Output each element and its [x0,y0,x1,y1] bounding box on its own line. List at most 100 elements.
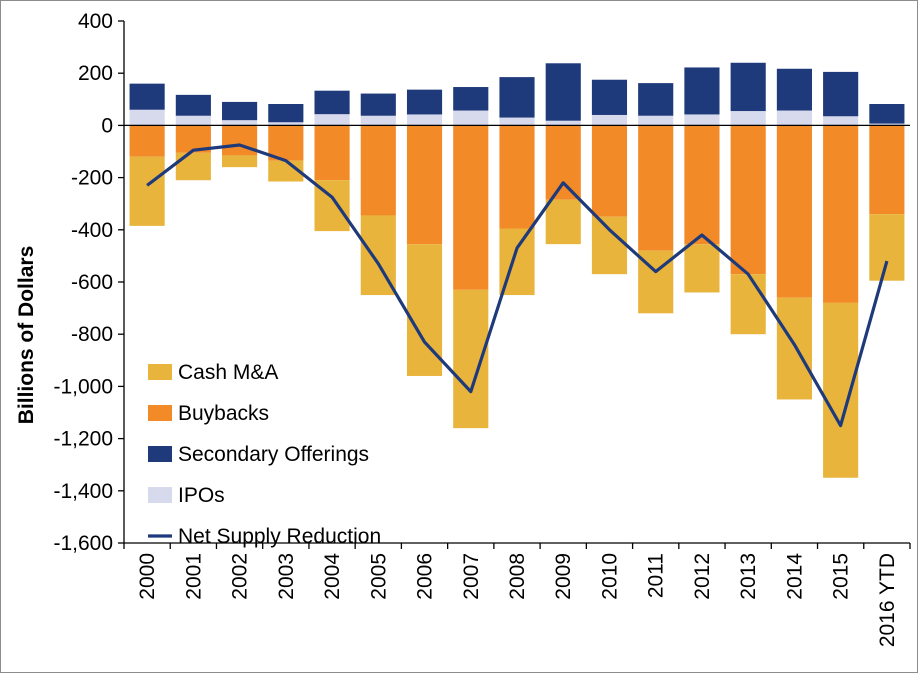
bar-cash-m-a-2013 [730,274,766,335]
bar-ipos-2011 [638,115,674,126]
y-axis-label: Billions of Dollars [15,246,38,425]
bar-ipos-2010 [591,114,628,126]
bar-ipos-2004 [314,114,350,126]
x-tick-label: 2010 [598,553,621,600]
bar-buybacks-2007 [453,125,489,290]
bar-ipos-2012 [684,114,720,126]
legend-label-net-supply-reduction: Net Supply Reduction [178,525,381,548]
x-tick-label: 2001 [182,553,205,600]
line-layer [146,143,889,428]
bar-secondary-offerings-2003 [268,103,304,123]
bar-secondary-offerings-2016-ytd [869,103,905,124]
bar-secondary-offerings-2009 [545,63,581,121]
bar-ipos-2006 [406,114,443,126]
axes [118,20,911,549]
x-tick-label: 2004 [321,553,344,600]
x-tick-label: 2012 [691,553,714,600]
bar-ipos-2015 [823,116,859,126]
bar-cash-m-a-2001 [175,152,211,181]
bar-layer [129,62,905,478]
x-tick-label: 2002 [229,553,252,600]
legend-label-buybacks: Buybacks [178,402,269,425]
bar-ipos-2016-ytd [869,123,905,126]
legend-swatch-buybacks [148,405,172,421]
bar-secondary-offerings-2012 [684,67,720,115]
bar-buybacks-2010 [591,125,628,217]
bar-secondary-offerings-2008 [499,77,535,118]
x-tick-label: 2005 [367,553,390,600]
legend: Cash M&A Buybacks Secondary Offerings IPOs N… [148,361,381,548]
legend-swatch-ipos [148,487,172,503]
y-tick-label: 400 [78,10,113,33]
bar-secondary-offerings-2010 [591,79,628,115]
x-tick-label: 2013 [737,553,760,600]
bar-cash-m-a-2007 [453,289,489,429]
x-tick-label: 2016 YTD [876,553,899,647]
bar-secondary-offerings-2004 [314,90,350,115]
bar-buybacks-2012 [684,125,720,245]
bar-secondary-offerings-2001 [175,94,211,116]
bar-cash-m-a-2010 [591,216,628,275]
legend-label-secondary-offerings: Secondary Offerings [178,443,369,466]
bar-ipos-2007 [453,110,489,126]
bar-buybacks-2015 [823,125,859,303]
y-tick-label: -1,600 [53,532,113,555]
y-tick-label: -800 [71,323,113,346]
bar-ipos-2003 [268,122,304,126]
bar-cash-m-a-2000 [129,156,165,226]
x-tick-label: 2011 [645,553,668,598]
x-tick-label: 2000 [136,553,159,600]
x-tick-label: 2003 [275,553,298,600]
x-tick-label: 2014 [783,553,806,600]
legend-swatch-cash-m-a [148,364,172,380]
legend-label-cash-m-a: Cash M&A [178,361,278,384]
x-tick-label: 2015 [830,553,853,600]
bar-ipos-2000 [129,109,165,126]
bar-ipos-2008 [499,117,535,126]
bar-secondary-offerings-2011 [638,83,674,116]
bar-secondary-offerings-2007 [453,87,489,111]
bar-ipos-2014 [776,110,812,126]
bar-buybacks-2011 [638,125,674,251]
tick-labels: 4002000-200-400-600-800-1,000-1,200-1,40… [53,10,898,647]
bar-buybacks-2014 [776,125,812,298]
bar-ipos-2009 [545,120,581,126]
bar-buybacks-2005 [360,125,396,216]
bar-cash-m-a-2015 [823,302,859,478]
bar-secondary-offerings-2000 [129,83,165,110]
bar-secondary-offerings-2002 [222,101,258,121]
series-line-net-supply-reduction [146,143,889,428]
bar-secondary-offerings-2014 [776,68,812,111]
x-tick-label: 2006 [414,553,437,600]
y-tick-label: -200 [71,167,113,190]
bar-buybacks-2016-ytd [869,125,905,215]
y-tick-label: -400 [71,219,113,242]
y-tick-label: -600 [71,271,113,294]
bar-buybacks-2002 [222,125,258,156]
bar-cash-m-a-2016-ytd [869,214,905,281]
bar-buybacks-2006 [406,125,443,245]
bar-cash-m-a-2002 [222,155,258,168]
legend-label-ipos: IPOs [178,484,225,507]
bar-cash-m-a-2012 [684,244,720,293]
bar-secondary-offerings-2006 [406,89,443,115]
bar-buybacks-2013 [730,125,766,275]
x-tick-label: 2007 [460,553,483,600]
bar-secondary-offerings-2015 [823,71,859,117]
bar-ipos-2005 [360,115,396,126]
x-tick-label: 2009 [552,553,575,600]
legend-swatch-secondary-offerings [148,446,172,462]
bar-ipos-2013 [730,111,766,126]
bar-buybacks-2004 [314,125,350,181]
y-tick-label: -1,000 [53,375,113,398]
bar-ipos-2002 [222,120,258,126]
bar-buybacks-2008 [499,125,535,229]
y-tick-label: 200 [78,62,113,85]
bar-buybacks-2000 [129,125,165,157]
bar-cash-m-a-2009 [545,199,581,245]
bar-ipos-2001 [175,115,211,126]
y-tick-label: 0 [101,114,113,137]
bar-cash-m-a-2014 [776,297,812,400]
